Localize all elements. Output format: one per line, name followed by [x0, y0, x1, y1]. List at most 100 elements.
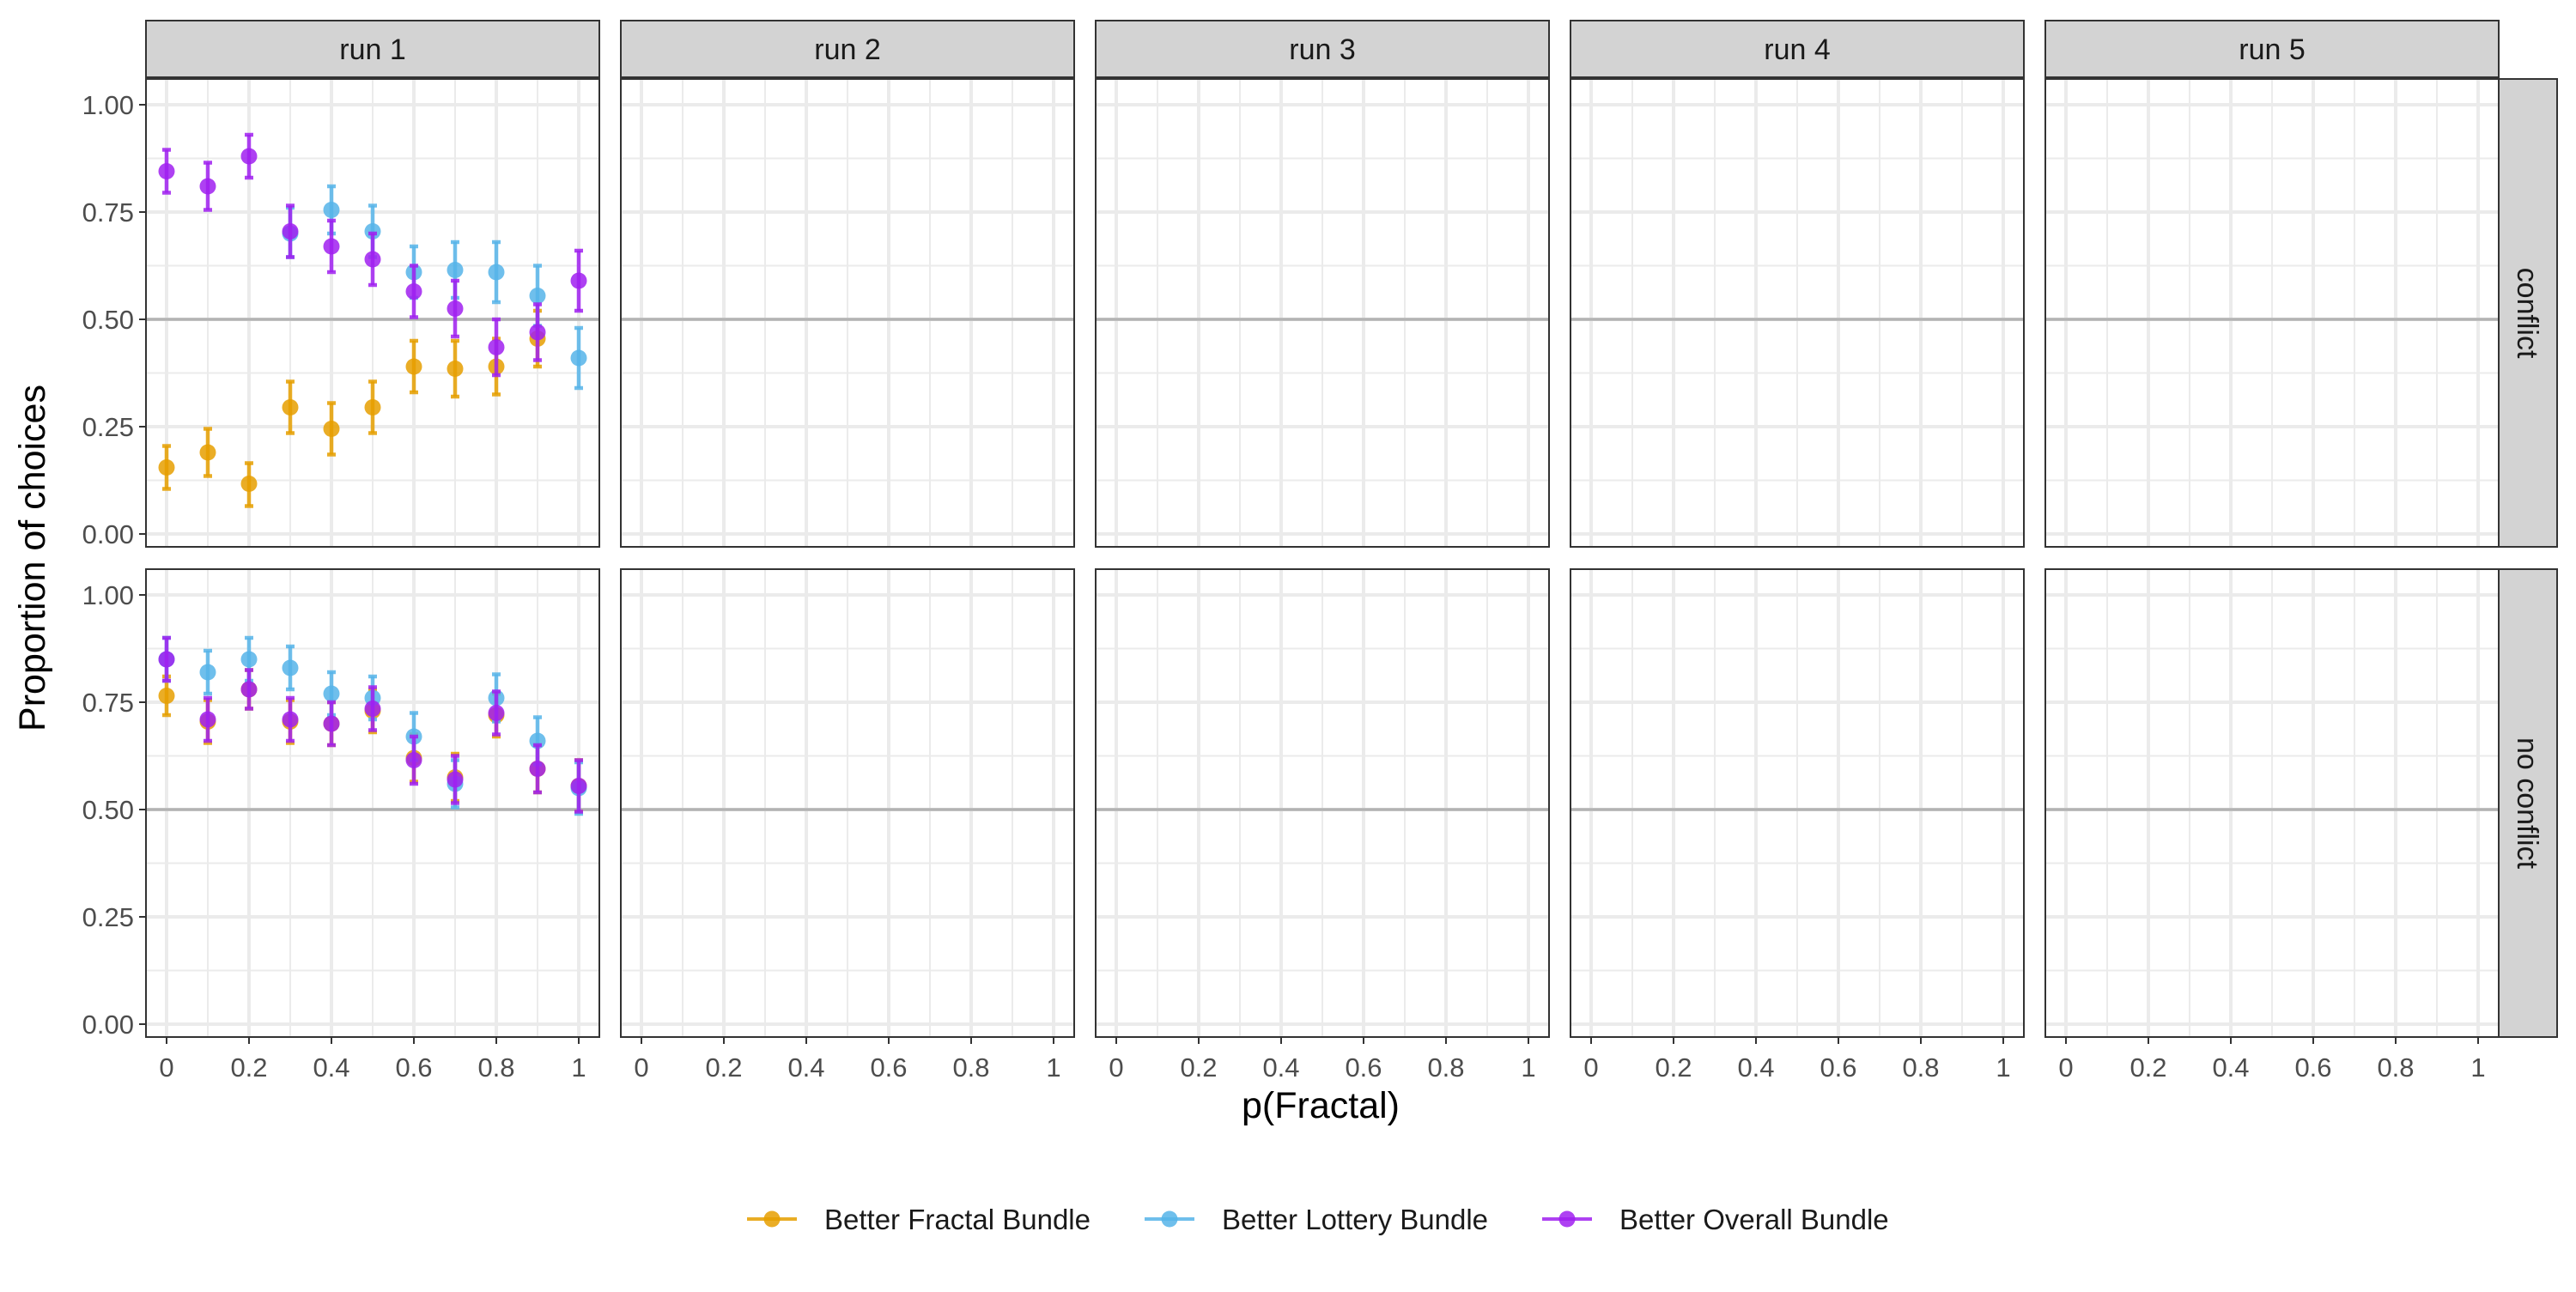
data-point — [282, 223, 299, 240]
data-point — [405, 283, 422, 300]
data-point — [447, 300, 464, 317]
panel: 0 0.2 0.4 0.6 0.8 1 — [2044, 568, 2500, 1083]
x-tick-label: 0.6 — [1820, 1052, 1856, 1083]
x-tick-label: 0.8 — [1427, 1052, 1464, 1083]
x-tick-label: 1 — [1996, 1052, 2010, 1083]
facet-strip-row-label: conflict — [2511, 268, 2543, 359]
data-point — [570, 349, 587, 367]
data-point — [529, 761, 546, 777]
data-point — [158, 459, 175, 476]
panel-border — [1095, 568, 1550, 1038]
facet-strip-col-label: run 4 — [1764, 33, 1831, 66]
panel-border — [620, 568, 1075, 1038]
data-point — [364, 701, 381, 717]
data-point — [323, 685, 340, 702]
panel-border — [2044, 78, 2500, 548]
legend-key-point — [1558, 1210, 1576, 1228]
facet-strip-col — [145, 20, 600, 78]
panel — [1095, 78, 1550, 548]
data-point — [447, 361, 464, 377]
x-tick-label: 0.2 — [1655, 1052, 1692, 1083]
legend-key-point — [1161, 1210, 1178, 1228]
panel — [1570, 78, 2025, 548]
panel-border — [2044, 568, 2500, 1038]
panel-border — [1570, 568, 2025, 1038]
data-point — [488, 264, 505, 281]
x-tick-label: 0 — [1109, 1052, 1123, 1083]
data-point — [364, 251, 381, 268]
legend-label: Better Lottery Bundle — [1222, 1204, 1488, 1235]
x-tick-label: 1 — [2470, 1052, 2485, 1083]
x-tick-label: 0 — [634, 1052, 648, 1083]
legend-label: Better Overall Bundle — [1619, 1204, 1889, 1235]
legend-key-point — [763, 1210, 781, 1228]
data-point — [199, 664, 216, 681]
data-point — [158, 651, 175, 668]
legend-label: Better Fractal Bundle — [824, 1204, 1091, 1235]
x-tick-label: 0 — [2058, 1052, 2073, 1083]
x-tick-label: 1 — [1521, 1052, 1535, 1083]
data-point — [529, 324, 546, 341]
data-point — [529, 288, 546, 304]
panel: 0 0.2 0.4 0.6 0.8 1 — [1570, 568, 2025, 1083]
data-point — [282, 659, 299, 676]
data-point — [570, 272, 587, 289]
x-axis-title: p(Fractal) — [1242, 1085, 1400, 1126]
x-tick-label: 0 — [159, 1052, 173, 1083]
panel: 0 0.2 0.4 0.6 0.8 1 — [620, 568, 1075, 1083]
x-tick-label: 1 — [1046, 1052, 1060, 1083]
data-point — [282, 711, 299, 728]
facet-strip-col — [620, 20, 1075, 78]
data-point — [488, 339, 505, 355]
panel-border — [1095, 78, 1550, 548]
x-tick-label: 0.2 — [705, 1052, 742, 1083]
x-tick-label: 0.8 — [952, 1052, 989, 1083]
facet-strip-row — [2498, 78, 2558, 548]
x-tick-label: 0.8 — [1902, 1052, 1939, 1083]
data-point — [199, 711, 216, 728]
y-tick-label: 1.00 — [82, 90, 134, 120]
data-point — [240, 148, 258, 165]
data-point — [282, 399, 299, 416]
y-tick-label: 0.75 — [82, 197, 134, 227]
data-point — [323, 202, 340, 218]
data-point — [488, 705, 505, 721]
x-tick-label: 0.2 — [2129, 1052, 2166, 1083]
panel: 0 0.2 0.4 0.6 0.8 1 — [1095, 568, 1550, 1083]
x-tick-label: 0.6 — [2294, 1052, 2331, 1083]
x-tick-label: 0.4 — [1262, 1052, 1299, 1083]
facet-strip-col-label: run 1 — [339, 33, 406, 66]
panel-border — [145, 78, 600, 548]
x-tick-label: 0.4 — [1737, 1052, 1774, 1083]
x-tick-label: 0.4 — [2212, 1052, 2249, 1083]
facet-strip-row — [2498, 568, 2558, 1038]
x-tick-label: 0.8 — [477, 1052, 514, 1083]
y-tick-label: 0.25 — [82, 412, 134, 442]
facet-strip-col — [2044, 20, 2500, 78]
legend: Better Fractal Bundle Better Lottery Bund… — [747, 1204, 1889, 1235]
panel-border — [620, 78, 1075, 548]
data-point — [405, 358, 422, 375]
panel — [2044, 78, 2500, 548]
x-tick-label: 1 — [571, 1052, 586, 1083]
x-tick-label: 0.2 — [230, 1052, 267, 1083]
x-tick-label: 0 — [1583, 1052, 1598, 1083]
data-point — [570, 778, 587, 794]
data-point — [240, 476, 258, 492]
data-point — [158, 163, 175, 179]
facet-strip-col — [1570, 20, 2025, 78]
y-tick-label: 0.00 — [82, 519, 134, 549]
y-axis-title: Proportion of choices — [12, 385, 53, 731]
x-tick-label: 0.4 — [313, 1052, 349, 1083]
panel: 0.00 0.25 0.50 0.75 1.00 0 0.2 0.4 0.6 0.8 1 — [82, 568, 600, 1083]
data-point — [240, 651, 258, 668]
data-point — [158, 688, 175, 704]
panel: 0.00 0.25 0.50 0.75 1.00 — [82, 78, 600, 549]
facet-strip-col — [1095, 20, 1550, 78]
data-point — [405, 752, 422, 768]
y-tick-label: 0.25 — [82, 902, 134, 932]
x-tick-label: 0.4 — [787, 1052, 824, 1083]
x-tick-label: 0.6 — [870, 1052, 907, 1083]
